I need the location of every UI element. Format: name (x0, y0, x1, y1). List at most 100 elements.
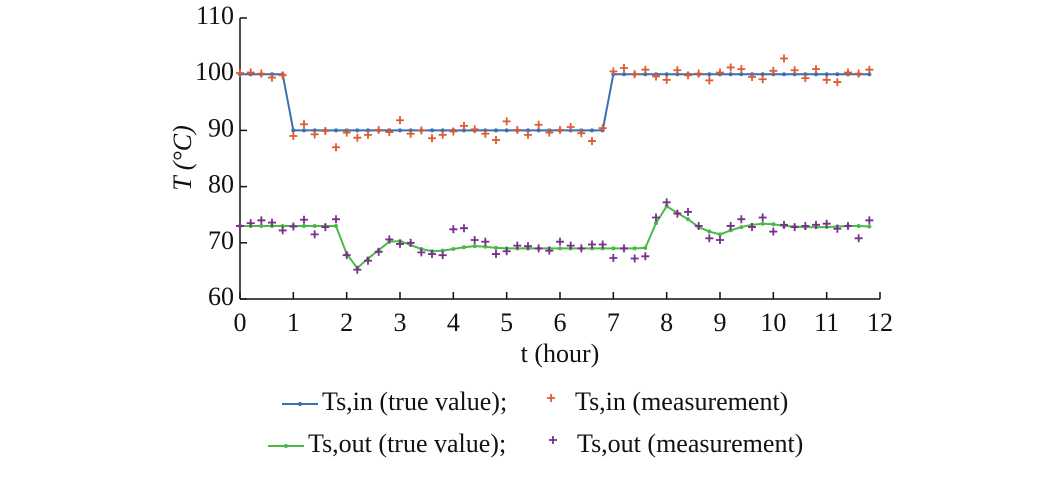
line-vertex (654, 221, 658, 226)
scatter-point (769, 66, 778, 75)
scatter-point (236, 221, 244, 230)
scatter-point (342, 251, 351, 260)
line-vertex (355, 128, 360, 133)
scatter-point (758, 75, 767, 84)
y-tick-label: 60 (208, 282, 234, 311)
x-tick-label: 9 (714, 308, 727, 337)
scatter-point (428, 134, 436, 143)
x-tick-label: 11 (814, 308, 839, 337)
scatter-point (417, 126, 426, 135)
scatter-point (321, 126, 330, 135)
line-vertex (494, 128, 498, 133)
scatter-point (534, 244, 543, 253)
line-vertex (739, 72, 744, 77)
scatter-point (598, 124, 607, 133)
y-tick-label: 90 (208, 113, 234, 142)
scatter-point (310, 230, 319, 239)
line-vertex (739, 225, 744, 230)
line-vertex (835, 72, 840, 77)
line-vertex (430, 128, 434, 133)
legend-dot (284, 444, 288, 448)
line-vertex (867, 224, 872, 229)
scatter-point (748, 223, 756, 232)
scatter-point (726, 221, 735, 230)
scatter-point (278, 71, 287, 80)
scatter-point (780, 54, 788, 63)
legend-marker (549, 436, 557, 444)
scatter-point (364, 130, 372, 139)
scatter-point (801, 74, 810, 83)
scatter-point (321, 223, 330, 232)
scatter-point (342, 128, 351, 137)
scatter-point (833, 78, 842, 87)
scatter-point (577, 129, 586, 138)
scatter-point (833, 224, 842, 233)
scatter-point (534, 120, 543, 129)
scatter-point (630, 254, 639, 263)
line-vertex (504, 128, 509, 133)
scatter-point (278, 226, 287, 235)
line-vertex (526, 128, 530, 133)
scatter-point (854, 69, 863, 78)
line-vertex (280, 223, 285, 228)
line-vertex (334, 128, 338, 133)
scatter-point (246, 68, 255, 77)
scatter-point (705, 234, 714, 243)
scatter-point (822, 75, 831, 84)
scatter-point (449, 225, 458, 234)
scatter-point (630, 70, 639, 79)
scatter-point (758, 213, 767, 222)
legend-marker (547, 394, 555, 402)
scatter-point (492, 135, 500, 144)
scatter-point (460, 224, 468, 233)
y-tick-label: 110 (196, 1, 234, 30)
scatter-point (790, 66, 799, 75)
scatter-point (481, 237, 490, 246)
line-vertex (451, 246, 456, 251)
scatter-point (812, 220, 820, 229)
scatter-point (737, 215, 746, 224)
line-vertex (760, 221, 765, 226)
scatter-point (332, 143, 340, 152)
scatter-point (524, 242, 532, 251)
line-vertex (536, 128, 541, 133)
x-tick-label: 8 (660, 308, 673, 337)
scatter-point (844, 68, 852, 77)
scatter-point (545, 128, 554, 137)
scatter-point (716, 235, 724, 244)
line-vertex (259, 223, 264, 228)
scatter-point (257, 69, 266, 78)
line-vertex (643, 72, 648, 77)
line-vertex (632, 246, 637, 251)
line-vertex (312, 223, 317, 228)
line-vertex (472, 244, 477, 249)
scatter-point (236, 69, 244, 78)
line-vertex (398, 128, 402, 133)
y-tick-label: 100 (195, 57, 234, 86)
x-tick-label: 5 (500, 308, 513, 337)
x-tick-label: 3 (394, 308, 407, 337)
x-tick-label: 0 (234, 308, 247, 337)
scatter-point (673, 209, 682, 218)
scatter-point (545, 246, 554, 255)
scatter-point (268, 218, 276, 227)
scatter-point (556, 237, 564, 246)
scatter-point (460, 121, 468, 130)
line-vertex (643, 245, 648, 250)
scatter-point (865, 65, 874, 74)
scatter-point (438, 130, 447, 139)
scatter-point (492, 250, 500, 259)
scatter-point (396, 239, 404, 248)
scatter-point (502, 117, 511, 126)
line-vertex (462, 245, 466, 250)
scatter-point (470, 235, 479, 244)
line-vertex (867, 72, 872, 77)
line-vertex (728, 228, 733, 233)
scatter-point (332, 215, 340, 224)
scatter-point (449, 127, 458, 136)
scatter-point (844, 221, 852, 230)
line-vertex (334, 223, 338, 228)
scatter-point (300, 120, 308, 129)
scatter-point (780, 220, 788, 229)
